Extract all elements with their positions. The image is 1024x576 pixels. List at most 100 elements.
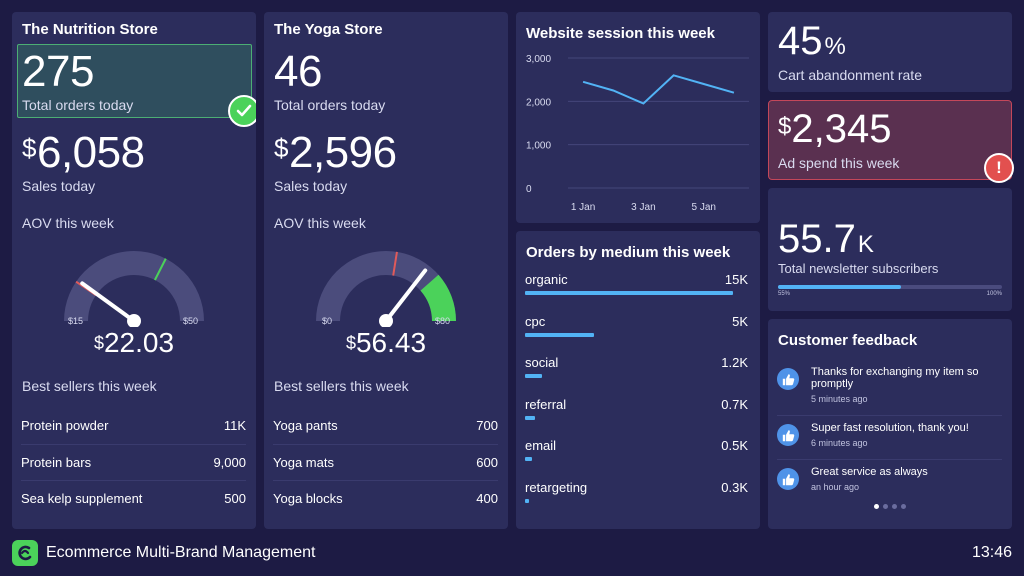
medium-bar: [525, 374, 542, 378]
gauge-max-label: $50: [183, 316, 199, 326]
row-divider: [21, 480, 246, 481]
currency-symbol: $: [274, 133, 288, 163]
medium-row: organic 15K: [525, 272, 748, 296]
cart-abandonment-card: 45% Cart abandonment rate: [768, 12, 1012, 92]
sales-value: $6,058: [22, 131, 145, 175]
ad-spend-number: 2,345: [791, 107, 892, 151]
bestseller-value: 500: [224, 490, 246, 506]
carousel-dot[interactable]: [892, 504, 897, 509]
feedback-text: Thanks for exchanging my item so promptl…: [811, 366, 979, 390]
ad-spend-card: $2,345 Ad spend this week !: [768, 100, 1014, 183]
sales-number: 6,058: [36, 128, 145, 177]
row-divider: [273, 480, 498, 481]
carousel-dots[interactable]: [768, 504, 1012, 509]
y-tick-label: 2,000: [526, 97, 551, 108]
y-tick-label: 1,000: [526, 141, 551, 152]
orders-value: 46: [274, 47, 322, 96]
sessions-line-chart: 0 1,000 2,000 3,000 1 Jan 3 Jan 5 Jan: [526, 54, 749, 213]
progress-max-label: 100%: [986, 291, 1002, 297]
sales-number: 2,596: [288, 128, 397, 177]
currency-symbol: $: [22, 133, 36, 163]
gauge-needle: [80, 281, 136, 323]
footer-bar: Ecommerce Multi-Brand Management 13:46: [0, 537, 1024, 576]
feedback-time: 5 minutes ago: [811, 394, 868, 404]
newsletter-value: 55.7K: [778, 219, 874, 259]
medium-bar: [525, 416, 535, 420]
card-title: The Yoga Store: [274, 21, 383, 38]
row-divider: [273, 444, 498, 445]
check-icon: [228, 95, 256, 127]
thumbs-up-icon: [777, 424, 799, 446]
card-title: Orders by medium this week: [526, 244, 731, 261]
feedback-time: 6 minutes ago: [811, 438, 868, 448]
carousel-dot[interactable]: [883, 504, 888, 509]
bestseller-value: 600: [476, 454, 498, 470]
cart-number: 45: [778, 19, 823, 63]
orders-label: Total orders today: [274, 97, 386, 113]
orders-value: 275: [22, 47, 94, 96]
bestseller-value: 400: [476, 490, 498, 506]
bestseller-row: Yoga blocks 400: [273, 480, 498, 516]
medium-row: social 1.2K: [525, 355, 748, 379]
medium-value: 0.5K: [721, 438, 748, 453]
gauge-needle-hub: [127, 314, 141, 327]
carousel-dot-active[interactable]: [874, 504, 879, 509]
newsletter-progress-fill: [778, 285, 901, 289]
bestseller-value: 11K: [223, 417, 246, 433]
bestseller-name: Protein bars: [21, 454, 92, 470]
thumbs-up-icon: [777, 368, 799, 390]
nutrition-store-card: The Nutrition Store 275 Total orders tod…: [12, 12, 256, 529]
bestseller-name: Protein powder: [21, 417, 109, 433]
row-divider: [21, 444, 246, 445]
customer-feedback-card: Customer feedback Thanks for exchanging …: [768, 319, 1012, 529]
bestseller-row: Protein bars 9,000: [21, 444, 246, 480]
medium-value: 5K: [732, 314, 748, 329]
gauge-needle: [384, 268, 428, 323]
bestseller-row: Yoga pants 700: [273, 407, 498, 443]
bestseller-value: 700: [476, 417, 498, 433]
card-title: The Nutrition Store: [22, 21, 158, 38]
aov-label: AOV this week: [22, 215, 114, 231]
cart-value: 45%: [778, 21, 846, 61]
aov-gauge: [64, 251, 204, 327]
footer-clock: 13:46: [971, 544, 1012, 561]
currency-symbol: $: [778, 113, 792, 140]
newsletter-unit: K: [857, 231, 874, 258]
bestseller-row: Sea kelp supplement 500: [21, 480, 246, 516]
newsletter-progress-track: [778, 285, 1002, 289]
x-tick-label: 5 Jan: [692, 202, 716, 213]
medium-label: retargeting: [525, 480, 588, 495]
orders-by-medium-card: Orders by medium this week organic 15K c…: [516, 231, 760, 529]
bestsellers-title: Best sellers this week: [274, 378, 409, 394]
medium-label: organic: [525, 272, 568, 287]
feedback-item: Great service as always an hour ago: [777, 466, 1002, 510]
bestsellers-title: Best sellers this week: [22, 378, 157, 394]
bestseller-name: Yoga mats: [273, 454, 334, 470]
ad-spend-value: $2,345: [778, 109, 891, 149]
website-sessions-card: Website session this week 0 1,000 2,000 3,0…: [516, 12, 760, 223]
carousel-dot[interactable]: [901, 504, 906, 509]
x-tick-label: 3 Jan: [631, 202, 655, 213]
gauge-target-marker: [153, 258, 167, 281]
aov-gauge: [316, 251, 456, 327]
sales-label: Sales today: [22, 178, 96, 194]
medium-row: retargeting 0.3K: [525, 480, 748, 504]
gauge-track: [316, 251, 456, 321]
medium-row: email 0.5K: [525, 438, 748, 462]
feedback-item: Super fast resolution, thank you! 6 minu…: [777, 422, 1002, 466]
row-divider: [777, 459, 1002, 460]
medium-value: 0.7K: [721, 397, 748, 412]
y-tick-label: 3,000: [526, 54, 551, 65]
aov-value: $22.03: [12, 327, 256, 359]
ad-spend-label: Ad spend this week: [778, 155, 900, 171]
newsletter-label: Total newsletter subscribers: [778, 261, 939, 276]
aov-value: $56.43: [264, 327, 508, 359]
currency-symbol: $: [345, 333, 356, 353]
x-tick-label: 1 Jan: [571, 202, 595, 213]
medium-bar: [525, 291, 733, 295]
feedback-text: Great service as always: [811, 466, 928, 478]
gauge-needle-hub: [379, 314, 393, 327]
medium-bar: [525, 499, 529, 503]
medium-label: cpc: [525, 314, 546, 329]
bestseller-name: Yoga blocks: [273, 490, 343, 506]
